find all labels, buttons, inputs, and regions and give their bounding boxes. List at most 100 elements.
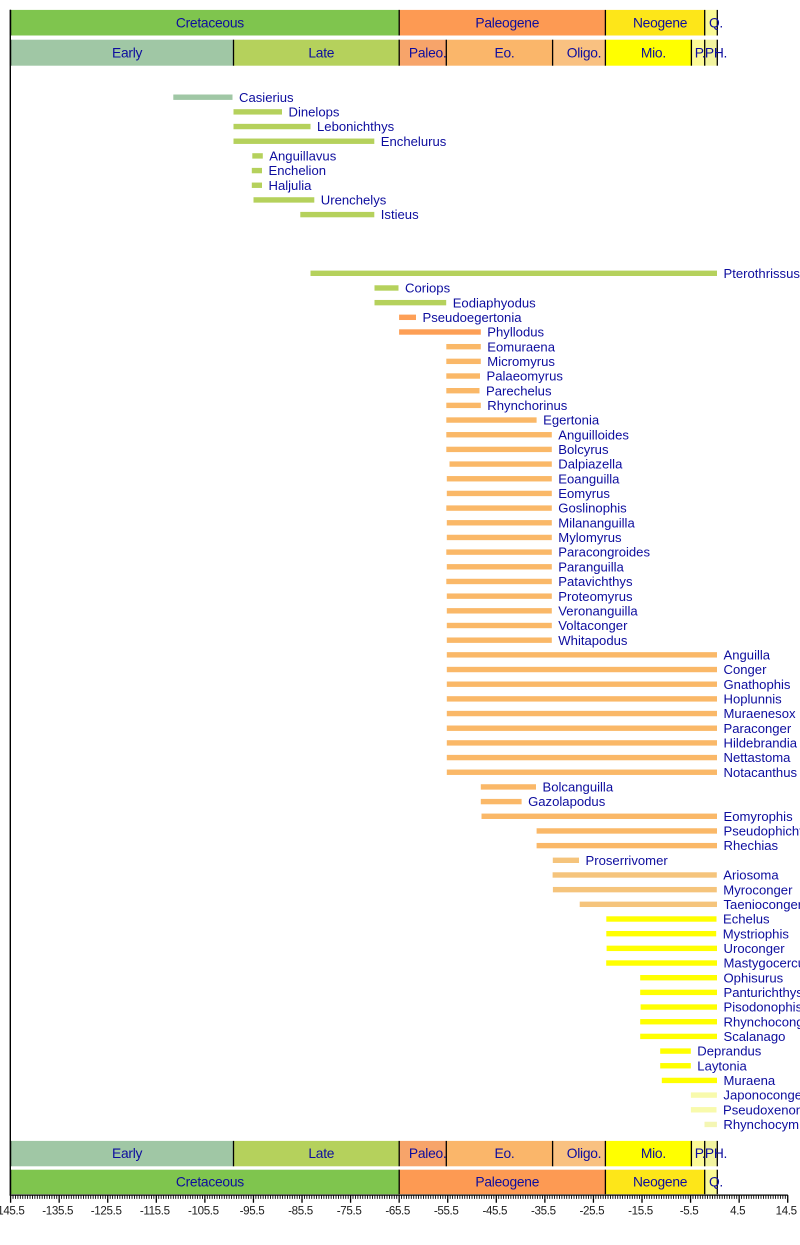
svg-text:Rhechias: Rhechias xyxy=(724,838,779,853)
svg-text:-25.5: -25.5 xyxy=(580,1205,605,1218)
svg-text:Enchelion: Enchelion xyxy=(269,163,327,178)
svg-text:-75.5: -75.5 xyxy=(337,1205,362,1218)
svg-text:Enchelurus: Enchelurus xyxy=(381,134,447,149)
svg-text:Panturichthys: Panturichthys xyxy=(724,985,800,1000)
svg-text:Urenchelys: Urenchelys xyxy=(321,193,387,208)
svg-text:Eomyrus: Eomyrus xyxy=(558,486,610,501)
svg-text:Mio.: Mio. xyxy=(641,1146,666,1161)
svg-text:Bolcanguilla: Bolcanguilla xyxy=(543,780,614,795)
svg-text:Ariosoma: Ariosoma xyxy=(723,868,779,883)
svg-text:Istieus: Istieus xyxy=(381,207,419,222)
svg-text:Eomyrophis: Eomyrophis xyxy=(724,809,794,824)
svg-text:Paleogene: Paleogene xyxy=(475,15,539,30)
svg-text:-55.5: -55.5 xyxy=(434,1205,459,1218)
svg-text:-65.5: -65.5 xyxy=(385,1205,410,1218)
svg-text:Anguilla: Anguilla xyxy=(724,647,771,662)
svg-text:-45.5: -45.5 xyxy=(482,1205,507,1218)
svg-text:Anguillavus: Anguillavus xyxy=(269,149,336,164)
svg-text:Veronanguilla: Veronanguilla xyxy=(558,603,638,618)
svg-text:Lebonichthys: Lebonichthys xyxy=(317,119,395,134)
svg-text:Eoanguilla: Eoanguilla xyxy=(558,471,620,486)
svg-text:-85.5: -85.5 xyxy=(288,1205,313,1218)
svg-text:Parechelus: Parechelus xyxy=(486,383,552,398)
svg-text:Micromyrus: Micromyrus xyxy=(487,354,555,369)
svg-text:Muraena: Muraena xyxy=(724,1073,776,1088)
svg-text:Muraenesox: Muraenesox xyxy=(724,706,797,721)
svg-text:Paraconger: Paraconger xyxy=(724,721,792,736)
svg-text:Haljulia: Haljulia xyxy=(269,178,313,193)
svg-text:Neogene: Neogene xyxy=(633,1174,688,1189)
svg-text:4.5: 4.5 xyxy=(730,1205,745,1218)
svg-text:Nettastoma: Nettastoma xyxy=(724,750,792,765)
svg-text:-125.5: -125.5 xyxy=(91,1205,122,1218)
svg-text:Mio.: Mio. xyxy=(641,45,666,60)
svg-text:Proteomyrus: Proteomyrus xyxy=(558,589,633,604)
svg-text:Proserrivomer: Proserrivomer xyxy=(586,853,669,868)
svg-text:Japonoconger: Japonoconger xyxy=(723,1088,800,1103)
svg-text:Echelus: Echelus xyxy=(723,912,770,927)
svg-text:Q.: Q. xyxy=(709,15,723,30)
svg-text:Oligo.: Oligo. xyxy=(567,45,602,60)
svg-text:Taenioconger: Taenioconger xyxy=(724,897,800,912)
svg-text:Casierius: Casierius xyxy=(239,90,294,105)
svg-text:Patavichthys: Patavichthys xyxy=(558,574,633,589)
svg-text:-105.5: -105.5 xyxy=(188,1205,219,1218)
svg-text:Hoplunnis: Hoplunnis xyxy=(724,691,783,706)
svg-text:Notacanthus: Notacanthus xyxy=(724,765,798,780)
svg-text:Conger: Conger xyxy=(724,662,768,677)
svg-text:Hildebrandia: Hildebrandia xyxy=(724,736,798,751)
svg-text:Coriops: Coriops xyxy=(405,281,451,296)
svg-text:Anguilloides: Anguilloides xyxy=(558,427,629,442)
svg-text:Ophisurus: Ophisurus xyxy=(724,970,784,985)
svg-text:PH.: PH. xyxy=(705,1146,727,1161)
svg-text:-35.5: -35.5 xyxy=(531,1205,556,1218)
svg-text:Palaeomyrus: Palaeomyrus xyxy=(487,369,564,384)
svg-text:14.5: 14.5 xyxy=(776,1205,797,1218)
svg-text:Mystriophis: Mystriophis xyxy=(723,926,790,941)
svg-text:Rhynchorinus: Rhynchorinus xyxy=(487,398,568,413)
svg-text:Gnathophis: Gnathophis xyxy=(724,677,791,692)
svg-text:Myroconger: Myroconger xyxy=(723,882,793,897)
svg-text:P.: P. xyxy=(695,1146,706,1161)
svg-text:-5.5: -5.5 xyxy=(680,1205,699,1218)
svg-text:-135.5: -135.5 xyxy=(42,1205,73,1218)
svg-text:Eomuraena: Eomuraena xyxy=(487,339,555,354)
svg-text:Paleogene: Paleogene xyxy=(475,1174,539,1189)
svg-text:-115.5: -115.5 xyxy=(140,1205,170,1218)
svg-text:Egertonia: Egertonia xyxy=(543,413,600,428)
svg-text:Pterothrissus: Pterothrissus xyxy=(724,266,800,281)
svg-text:Paleo.: Paleo. xyxy=(409,45,447,60)
svg-text:-145.5: -145.5 xyxy=(0,1205,24,1218)
svg-text:Whitapodus: Whitapodus xyxy=(558,633,628,648)
svg-text:PH.: PH. xyxy=(705,45,727,60)
svg-text:Pseudoegertonia: Pseudoegertonia xyxy=(423,310,523,325)
svg-text:Pseudophichthys: Pseudophichthys xyxy=(724,824,800,839)
svg-text:Early: Early xyxy=(112,1146,143,1161)
svg-text:Dinelops: Dinelops xyxy=(289,104,340,119)
svg-text:Gazolapodus: Gazolapodus xyxy=(528,794,606,809)
svg-text:Voltaconger: Voltaconger xyxy=(558,618,628,633)
svg-text:Paleo.: Paleo. xyxy=(409,1146,447,1161)
svg-text:Paranguilla: Paranguilla xyxy=(558,559,624,574)
svg-text:Paracongroides: Paracongroides xyxy=(558,545,650,560)
svg-text:Bolcyrus: Bolcyrus xyxy=(558,442,609,457)
svg-text:Phyllodus: Phyllodus xyxy=(487,325,544,340)
svg-text:Rhynchoconger: Rhynchoconger xyxy=(724,1014,800,1029)
svg-text:Pseudoxenomystax: Pseudoxenomystax xyxy=(723,1102,800,1117)
svg-text:Oligo.: Oligo. xyxy=(567,1146,602,1161)
svg-text:Cretaceous: Cretaceous xyxy=(176,1174,244,1189)
svg-text:Neogene: Neogene xyxy=(633,15,688,30)
svg-text:Early: Early xyxy=(112,45,143,60)
svg-text:Cretaceous: Cretaceous xyxy=(176,15,244,30)
svg-text:P.: P. xyxy=(695,45,706,60)
svg-text:Eo.: Eo. xyxy=(495,1146,515,1161)
svg-text:Eo.: Eo. xyxy=(495,45,515,60)
svg-text:-15.5: -15.5 xyxy=(628,1205,653,1218)
svg-text:Late: Late xyxy=(308,1146,334,1161)
svg-text:Scalanago: Scalanago xyxy=(724,1029,786,1044)
svg-text:-95.5: -95.5 xyxy=(240,1205,265,1218)
svg-text:Q.: Q. xyxy=(709,1174,723,1189)
svg-text:Goslinophis: Goslinophis xyxy=(558,501,627,516)
svg-text:Late: Late xyxy=(308,45,334,60)
svg-text:Laytonia: Laytonia xyxy=(697,1058,747,1073)
